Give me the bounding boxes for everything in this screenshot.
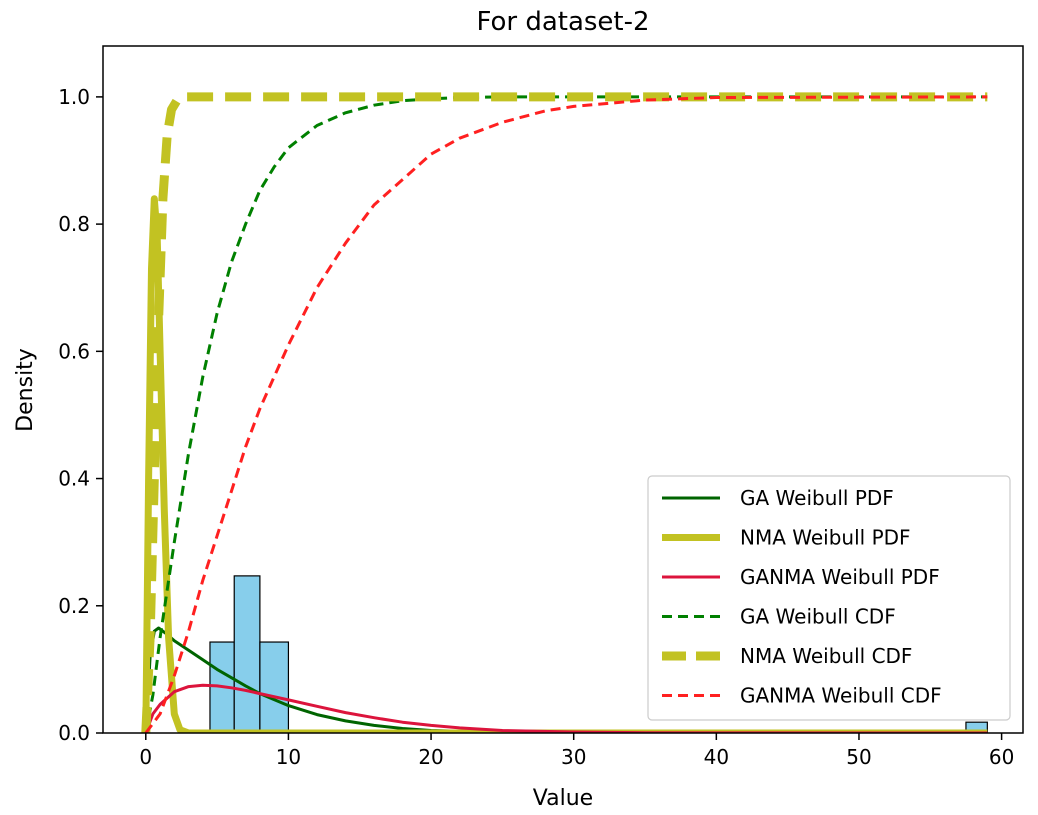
histogram-bar-2 bbox=[233, 575, 261, 733]
legend-entry-label: GA Weibull PDF bbox=[740, 486, 894, 510]
x-tick-label: 0 bbox=[139, 745, 152, 769]
legend-box bbox=[647, 475, 1011, 721]
x-tick-label: 20 bbox=[418, 745, 443, 769]
x-tick-label: 40 bbox=[704, 745, 729, 769]
series-line-ga-weibull-cdf bbox=[144, 95, 988, 733]
plot-frame bbox=[102, 45, 1024, 734]
series-line-nma-weibull-cdf bbox=[141, 92, 988, 733]
y-tick-label: 0.4 bbox=[58, 467, 90, 491]
y-axis: 0.0 0.2 0.4 0.6 0.8 1.0 bbox=[58, 85, 103, 745]
series-line-nma-weibull-pdf bbox=[142, 195, 988, 733]
x-tick-label: 30 bbox=[561, 745, 586, 769]
y-axis-title: Density bbox=[13, 348, 38, 432]
y-tick-label: 0.2 bbox=[58, 594, 90, 618]
legend-entry-label: GA Weibull CDF bbox=[740, 605, 896, 629]
x-tick-label: 60 bbox=[989, 745, 1014, 769]
legend-entry-label: NMA Weibull CDF bbox=[740, 644, 912, 668]
x-tick-label: 10 bbox=[276, 745, 301, 769]
y-tick-label: 1.0 bbox=[58, 85, 90, 109]
y-tick-label: 0.0 bbox=[58, 721, 90, 745]
legend-entry-label: GANMA Weibull CDF bbox=[740, 684, 942, 708]
x-axis-title: Value bbox=[533, 786, 593, 811]
legend: GA Weibull PDF NMA Weibull PDF GANMA Weibu… bbox=[647, 475, 1011, 721]
legend-entry-label: GANMA Weibull PDF bbox=[740, 565, 940, 589]
x-axis: 0 10 20 30 40 50 60 bbox=[139, 733, 1014, 769]
legend-entry-label: NMA Weibull PDF bbox=[740, 526, 911, 550]
plot-area bbox=[141, 92, 988, 733]
series-line-ganma-weibull-cdf bbox=[144, 95, 988, 733]
x-tick-label: 50 bbox=[846, 745, 871, 769]
y-tick-label: 0.6 bbox=[58, 339, 90, 363]
histogram-bar-3 bbox=[259, 641, 290, 733]
chart-title: For dataset-2 bbox=[476, 7, 649, 37]
y-tick-label: 0.8 bbox=[58, 212, 90, 236]
series-line-ganma-weibull-pdf bbox=[144, 683, 988, 733]
